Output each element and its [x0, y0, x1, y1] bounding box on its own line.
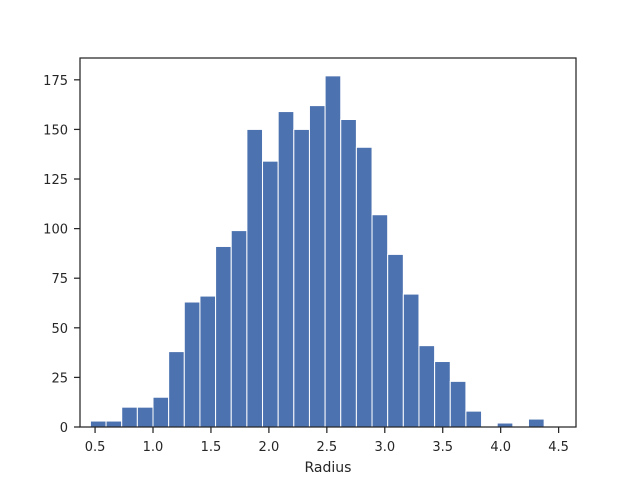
histogram-bar	[230, 230, 248, 428]
plot-frame	[79, 57, 577, 428]
y-tick-label: 150	[43, 123, 68, 138]
histogram-bar	[262, 160, 279, 428]
x-axis-label: Radius	[305, 460, 352, 476]
x-tick-label: 3.0	[374, 440, 395, 455]
histogram-bar	[434, 361, 451, 428]
histogram-bar	[277, 111, 295, 428]
y-tick-label: 100	[43, 223, 68, 238]
x-tick-label: 2.0	[259, 440, 280, 455]
histogram-bar	[449, 380, 467, 428]
histogram-bar	[418, 345, 436, 428]
x-tick-label: 4.0	[490, 440, 511, 455]
histogram-bar	[308, 105, 326, 428]
histogram-bar	[465, 410, 483, 428]
histogram-bar	[183, 301, 201, 428]
histogram-bar	[387, 253, 404, 428]
histogram-bar	[136, 406, 154, 428]
y-tick-label: 50	[51, 322, 68, 337]
histogram-bar	[371, 214, 389, 428]
histogram-bar	[324, 75, 342, 428]
histogram-bar	[105, 420, 123, 428]
histogram-bar	[527, 418, 545, 428]
histogram-bars	[89, 75, 545, 428]
x-tick-label: 1.5	[201, 440, 222, 455]
x-tick-label: 1.0	[143, 440, 164, 455]
x-axis-ticks: 0.5 1.0 1.5 2.0 2.5 3.0 3.5 4.0 4.5	[85, 427, 569, 455]
x-tick-label: 2.5	[316, 440, 337, 455]
histogram-bar	[89, 420, 107, 428]
x-tick-label: 4.5	[548, 440, 569, 455]
y-tick-label: 75	[51, 272, 68, 287]
histogram-bar	[152, 396, 170, 428]
x-tick-label: 0.5	[85, 440, 106, 455]
y-tick-label: 25	[51, 371, 68, 386]
histogram-bar	[215, 245, 232, 428]
histogram-bar	[402, 293, 420, 428]
y-tick-label: 0	[60, 421, 68, 436]
x-tick-label: 3.5	[432, 440, 453, 455]
histogram-bar	[121, 406, 138, 428]
histogram-bar	[293, 128, 310, 428]
histogram-bar	[199, 295, 217, 428]
histogram-bar	[246, 128, 264, 428]
histogram-bar	[340, 119, 357, 428]
y-axis-ticks: 0 25 50 75 100 125 150 175	[43, 74, 80, 436]
y-tick-label: 175	[43, 74, 68, 89]
histogram-bar	[355, 146, 373, 428]
y-tick-label: 125	[43, 173, 68, 188]
histogram-bar	[168, 351, 185, 428]
